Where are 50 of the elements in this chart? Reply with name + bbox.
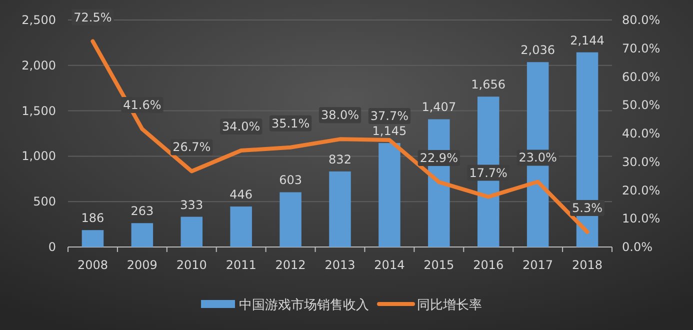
y2-tick-label: 20.0% — [622, 183, 660, 198]
x-tick-label: 2014 — [374, 258, 405, 272]
y2-tick-label: 40.0% — [622, 126, 660, 140]
data-label: 333 — [180, 198, 204, 212]
y2-tick-label: 80.0% — [622, 13, 660, 27]
data-label: 832 — [328, 152, 352, 166]
data-label: 603 — [279, 173, 302, 188]
x-tick-label: 2015 — [424, 258, 454, 272]
data-label: 22.9% — [420, 151, 458, 166]
data-label: 26.7% — [172, 140, 211, 154]
data-label: 72.5% — [74, 10, 112, 24]
y2-tick-label: 0.0% — [622, 240, 652, 254]
data-label: 34.0% — [222, 120, 260, 134]
x-tick-label: 2011 — [226, 258, 256, 272]
y-tick-label: 0 — [48, 240, 56, 254]
y-tick-label: 500 — [33, 194, 56, 209]
y2-tick-label: 30.0% — [622, 154, 660, 169]
data-label: 23.0% — [518, 150, 557, 165]
data-label: 186 — [81, 211, 104, 226]
data-label: 17.7% — [469, 166, 508, 180]
y-tick-label: 1,500 — [22, 104, 56, 118]
y2-tick-label: 60.0% — [622, 70, 660, 84]
y-tick-label: 2,500 — [22, 13, 56, 27]
x-tick-label: 2013 — [324, 258, 356, 272]
data-label: 1,656 — [471, 78, 506, 92]
data-label: 5.3% — [572, 200, 603, 215]
data-label: 1,145 — [372, 124, 407, 138]
data-label: 446 — [230, 188, 253, 202]
data-label: 37.7% — [370, 109, 409, 124]
y2-tick-label: 50.0% — [622, 98, 660, 112]
x-tick-label: 2012 — [275, 258, 306, 272]
data-label: 35.1% — [271, 116, 310, 130]
y2-tick-label: 10.0% — [622, 212, 660, 226]
x-tick-label: 2017 — [522, 258, 554, 272]
y-tick-label: 2,000 — [22, 58, 56, 72]
legend-label: 同比增长率 — [417, 297, 482, 313]
data-label: 263 — [130, 204, 154, 218]
y2-tick-label: 70.0% — [622, 41, 660, 56]
data-label: 2,144 — [570, 33, 604, 48]
x-tick-label: 2008 — [77, 258, 108, 272]
legend-label: 中国游戏市场销售收入 — [239, 298, 369, 313]
x-tick-label: 2009 — [126, 258, 158, 272]
x-tick-label: 2016 — [473, 258, 504, 272]
data-label: 2,036 — [520, 43, 555, 58]
x-tick-label: 2010 — [176, 258, 207, 272]
y-tick-label: 1,000 — [22, 149, 56, 164]
data-label: 38.0% — [320, 108, 360, 122]
x-tick-label: 2018 — [572, 258, 603, 272]
data-label: 41.6% — [123, 98, 162, 112]
data-label: 1,407 — [422, 100, 456, 114]
